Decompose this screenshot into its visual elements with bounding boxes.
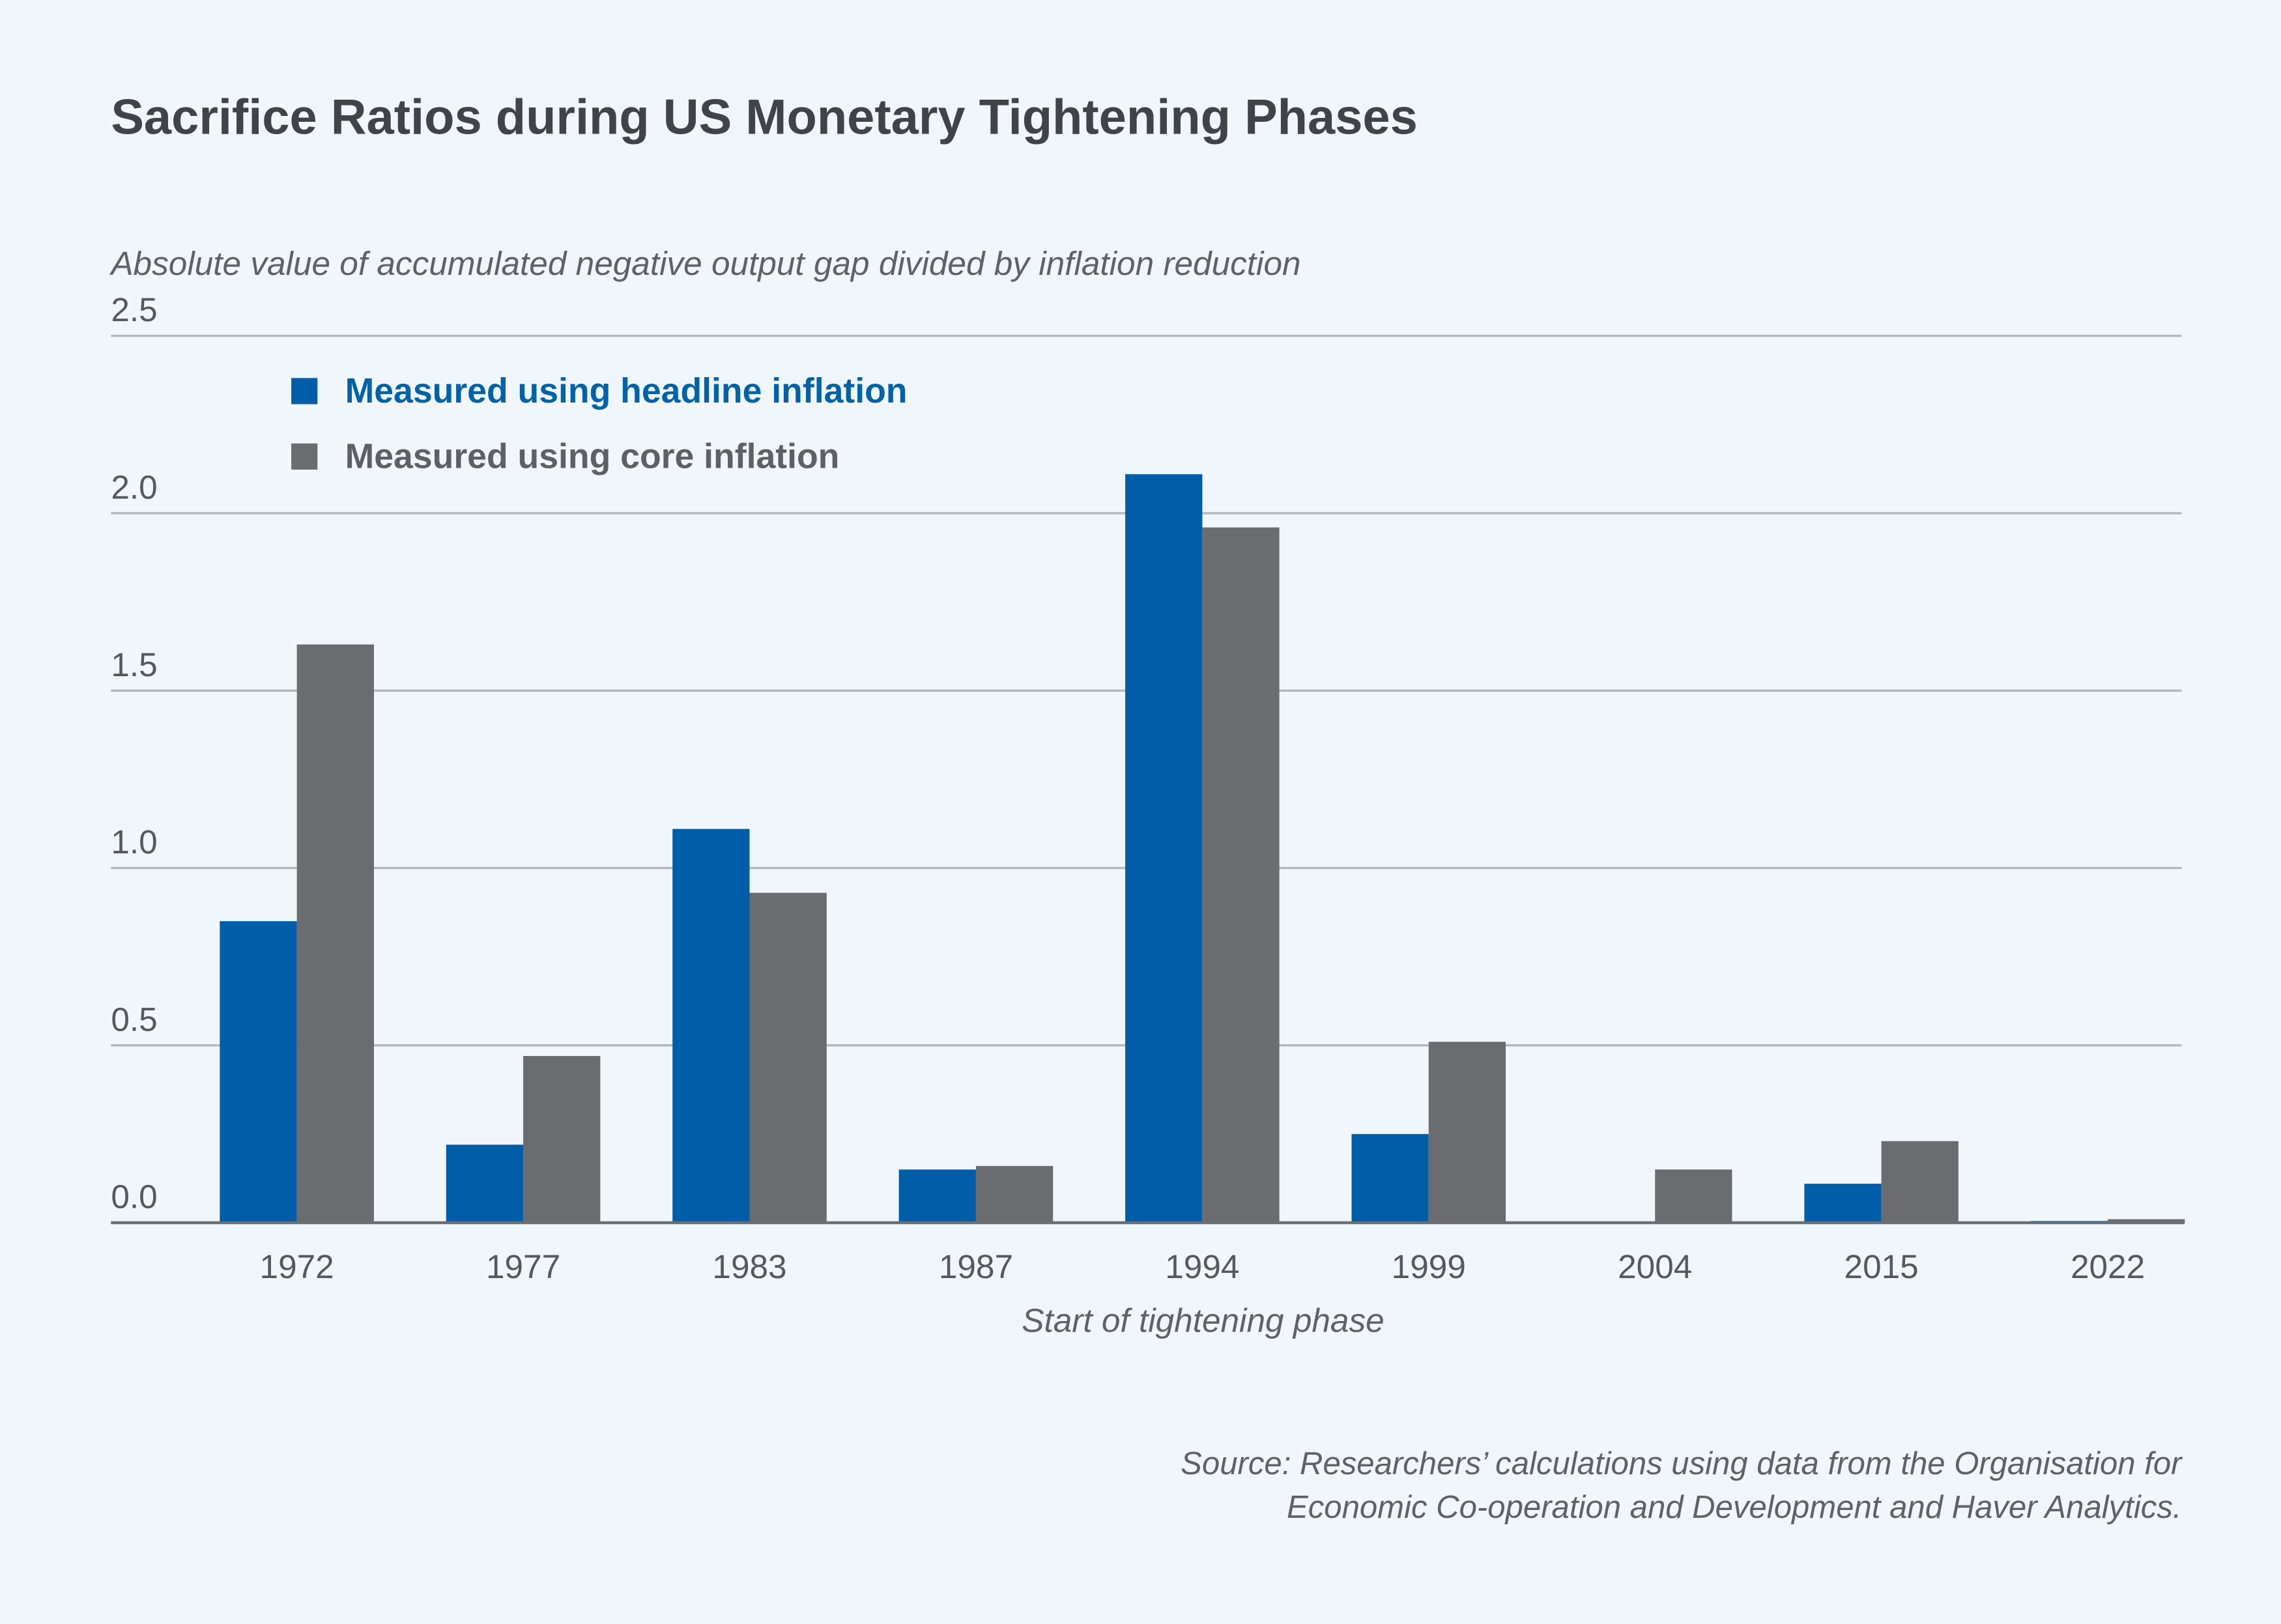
bar bbox=[1655, 1169, 1732, 1223]
bar bbox=[1125, 474, 1203, 1223]
x-tick-label: 1983 bbox=[712, 1248, 786, 1285]
bar bbox=[220, 921, 297, 1223]
bar bbox=[1351, 1133, 1429, 1223]
y-tick-label: 0.0 bbox=[111, 1178, 157, 1216]
bar bbox=[296, 644, 374, 1223]
bar bbox=[446, 1145, 524, 1223]
bar bbox=[1202, 527, 1280, 1223]
legend-label: Measured using headline inflation bbox=[345, 372, 908, 410]
legend-swatch bbox=[291, 378, 318, 405]
y-axis-label: Absolute value of accumulated negative o… bbox=[109, 245, 1300, 282]
x-tick-label: 1999 bbox=[1392, 1248, 1466, 1285]
legend-label: Measured using core inflation bbox=[345, 438, 840, 476]
bar bbox=[672, 829, 750, 1223]
y-tick-label: 0.5 bbox=[111, 1001, 157, 1038]
plot-area: 0.0 0.5 1.0 1.5 2.0 2.5 1972 1977 1983 1987 1994 19… bbox=[111, 291, 2185, 1525]
bar bbox=[523, 1056, 601, 1223]
bar bbox=[898, 1169, 976, 1223]
x-tick-label: 1972 bbox=[260, 1248, 334, 1285]
bar bbox=[1881, 1141, 1958, 1223]
legend-swatch bbox=[291, 443, 318, 470]
x-tick-label: 1987 bbox=[939, 1248, 1013, 1285]
source-note: Economic Co-operation and Development an… bbox=[1287, 1490, 2182, 1525]
x-tick-label: 2004 bbox=[1618, 1248, 1692, 1285]
bar bbox=[1804, 1184, 1882, 1223]
y-tick-label: 2.5 bbox=[111, 291, 157, 328]
source-note: Source: Researchers’ calculations using … bbox=[1181, 1446, 2183, 1481]
x-axis-label: Start of tightening phase bbox=[1022, 1302, 1384, 1339]
bar bbox=[1428, 1042, 1506, 1223]
bar bbox=[2108, 1219, 2185, 1223]
x-tick-label: 2022 bbox=[2071, 1248, 2145, 1285]
y-tick-label: 1.5 bbox=[111, 646, 157, 683]
chart-title: Sacrifice Ratios during US Monetary Tigh… bbox=[111, 89, 1418, 145]
x-tick-label: 2015 bbox=[1844, 1248, 1919, 1285]
bar bbox=[975, 1165, 1054, 1223]
y-tick-label: 1.0 bbox=[111, 823, 157, 861]
x-tick-label: 1977 bbox=[486, 1248, 560, 1285]
bar bbox=[749, 892, 827, 1223]
x-tick-label: 1994 bbox=[1165, 1248, 1239, 1285]
y-tick-label: 2.0 bbox=[111, 469, 157, 506]
